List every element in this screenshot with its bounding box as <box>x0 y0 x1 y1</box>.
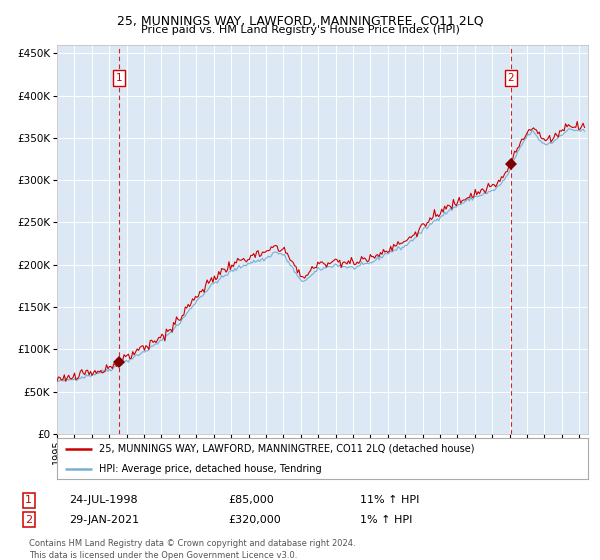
Text: 25, MUNNINGS WAY, LAWFORD, MANNINGTREE, CO11 2LQ (detached house): 25, MUNNINGS WAY, LAWFORD, MANNINGTREE, … <box>100 444 475 454</box>
Text: 29-JAN-2021: 29-JAN-2021 <box>69 515 139 525</box>
Text: Contains HM Land Registry data © Crown copyright and database right 2024.
This d: Contains HM Land Registry data © Crown c… <box>29 539 355 559</box>
Text: £85,000: £85,000 <box>228 495 274 505</box>
Text: 1: 1 <box>116 73 122 83</box>
Text: £320,000: £320,000 <box>228 515 281 525</box>
Text: 2: 2 <box>508 73 514 83</box>
Text: 11% ↑ HPI: 11% ↑ HPI <box>360 495 419 505</box>
Text: HPI: Average price, detached house, Tendring: HPI: Average price, detached house, Tend… <box>100 464 322 474</box>
Text: Price paid vs. HM Land Registry's House Price Index (HPI): Price paid vs. HM Land Registry's House … <box>140 25 460 35</box>
Text: 1: 1 <box>25 495 32 505</box>
Text: 25, MUNNINGS WAY, LAWFORD, MANNINGTREE, CO11 2LQ: 25, MUNNINGS WAY, LAWFORD, MANNINGTREE, … <box>116 14 484 27</box>
Text: 1% ↑ HPI: 1% ↑ HPI <box>360 515 412 525</box>
Text: 24-JUL-1998: 24-JUL-1998 <box>69 495 137 505</box>
Text: 2: 2 <box>25 515 32 525</box>
